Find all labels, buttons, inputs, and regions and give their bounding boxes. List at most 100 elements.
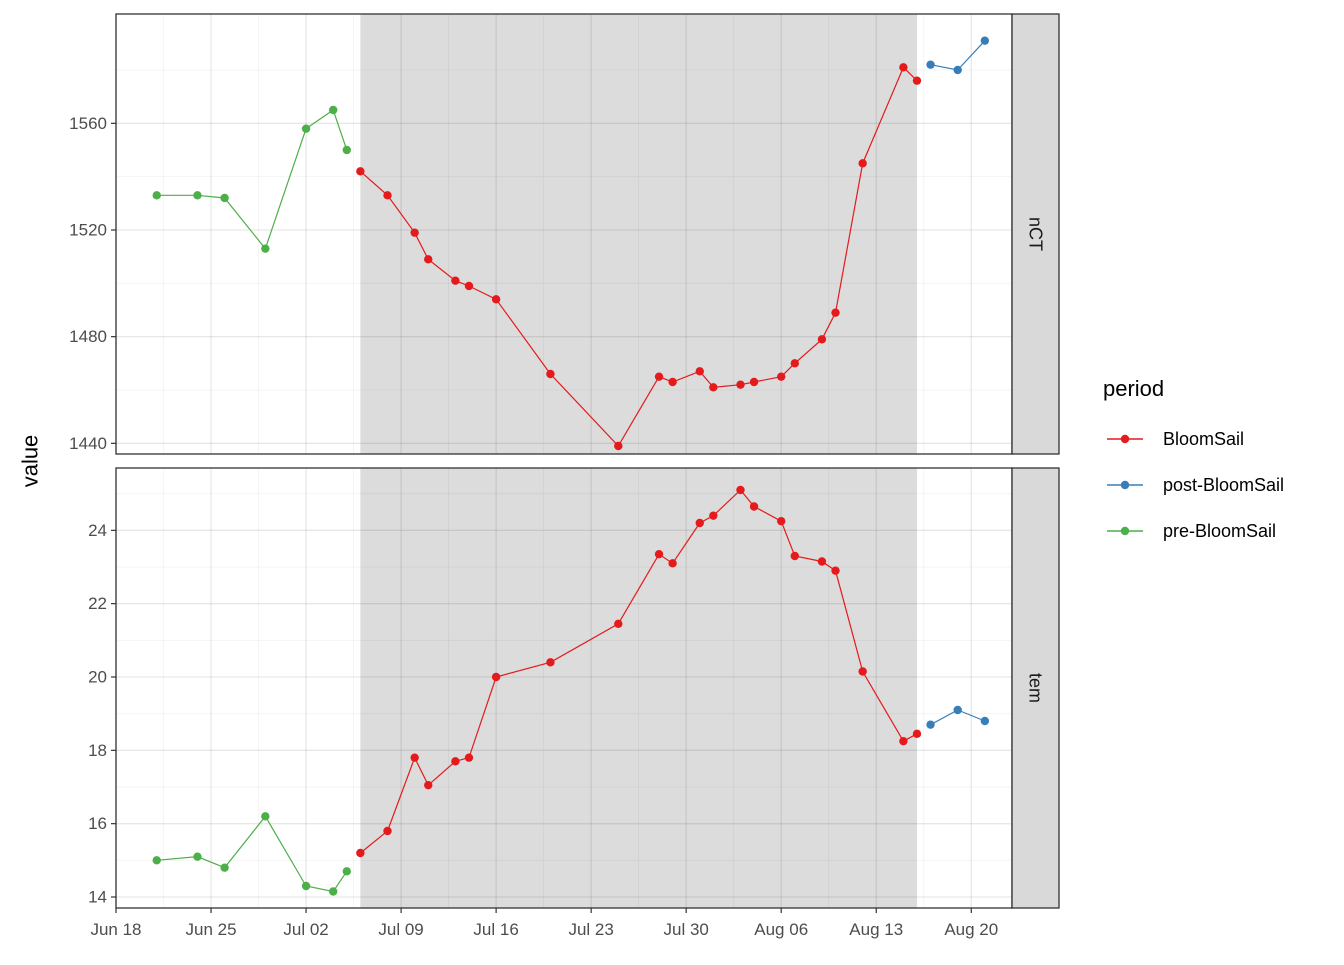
legend-entry-BloomSail: BloomSail: [1163, 429, 1244, 449]
data-point-BloomSail: [912, 729, 922, 739]
data-point-BloomSail: [817, 335, 827, 344]
x-tick-label: Jul 16: [473, 920, 518, 939]
data-point-BloomSail: [695, 518, 704, 528]
y-axis-title: value: [18, 435, 43, 488]
data-point-BloomSail: [546, 658, 555, 667]
shaded-region: [360, 14, 917, 454]
data-point-pre-BloomSail: [329, 105, 338, 115]
data-point-BloomSail: [709, 383, 718, 392]
y-tick-label: 1480: [69, 327, 107, 346]
data-point-pre-BloomSail: [193, 852, 202, 861]
shaded-region: [360, 468, 917, 908]
x-tick-label: Aug 13: [849, 920, 903, 939]
data-point-BloomSail: [736, 380, 745, 389]
legend-entry-post-BloomSail: post-BloomSail: [1163, 475, 1284, 495]
series-line-BloomSail: [359, 489, 918, 854]
y-tick-label: 18: [88, 741, 107, 760]
data-point-BloomSail: [383, 191, 392, 200]
data-point-pre-BloomSail: [342, 145, 351, 155]
legend-key-point: [1120, 434, 1130, 444]
y-tick-label: 16: [88, 814, 107, 833]
facet-strip-label: nCT: [1026, 217, 1046, 251]
panel-nCT: nCT 1440 1480 1520 1560: [69, 13, 1060, 455]
x-tick-label: Aug 20: [944, 920, 998, 939]
legend: period BloomSail post-BloomSail pre-BloomSa…: [1103, 376, 1284, 541]
data-point-BloomSail: [424, 780, 433, 790]
data-point-BloomSail: [709, 511, 718, 520]
data-point-post-BloomSail: [926, 60, 935, 69]
data-point-BloomSail: [356, 848, 365, 858]
data-point-post-BloomSail: [980, 36, 990, 45]
series-line-BloomSail: [359, 66, 918, 447]
data-point-BloomSail: [790, 359, 799, 368]
data-point-pre-BloomSail: [152, 856, 161, 865]
data-point-BloomSail: [491, 672, 501, 682]
facet-strip: [1011, 13, 1060, 455]
data-point-pre-BloomSail: [329, 887, 338, 896]
data-point-BloomSail: [858, 667, 867, 676]
data-point-BloomSail: [749, 377, 759, 387]
data-point-BloomSail: [899, 63, 908, 72]
data-point-BloomSail: [831, 308, 840, 317]
data-point-BloomSail: [831, 566, 840, 575]
data-point-BloomSail: [899, 736, 908, 746]
y-tick-label: 24: [88, 521, 107, 540]
data-point-BloomSail: [654, 549, 664, 559]
data-point-pre-BloomSail: [220, 193, 229, 203]
y-tick-label: 1560: [69, 114, 107, 133]
data-point-BloomSail: [410, 228, 419, 237]
data-point-pre-BloomSail: [261, 244, 270, 253]
data-point-BloomSail: [546, 369, 555, 379]
data-point-BloomSail: [491, 295, 501, 304]
data-point-BloomSail: [817, 557, 827, 566]
data-point-pre-BloomSail: [193, 191, 202, 200]
y-tick-label: 22: [88, 594, 107, 613]
legend-entry-pre-BloomSail: pre-BloomSail: [1163, 521, 1276, 541]
data-point-BloomSail: [777, 516, 786, 526]
data-point-pre-BloomSail: [152, 191, 161, 200]
data-point-BloomSail: [410, 753, 419, 762]
data-point-BloomSail: [749, 502, 759, 511]
x-tick-label: Jun 18: [90, 920, 141, 939]
y-tick-label: 1440: [69, 434, 107, 453]
data-point-BloomSail: [424, 255, 433, 264]
data-point-BloomSail: [736, 485, 745, 495]
facet-strip-label: tem: [1026, 673, 1046, 703]
legend-title: period: [1103, 376, 1164, 401]
data-point-pre-BloomSail: [220, 863, 229, 872]
data-point-BloomSail: [777, 372, 786, 381]
data-point-BloomSail: [858, 159, 867, 168]
x-tick-label: Jul 09: [378, 920, 423, 939]
data-point-BloomSail: [451, 276, 460, 285]
data-point-post-BloomSail: [953, 65, 962, 75]
data-point-BloomSail: [654, 372, 664, 381]
data-point-BloomSail: [668, 377, 677, 387]
data-point-BloomSail: [464, 281, 474, 291]
x-tick-label: Aug 06: [754, 920, 808, 939]
data-point-BloomSail: [614, 441, 623, 451]
data-point-BloomSail: [383, 826, 392, 836]
data-point-BloomSail: [464, 753, 474, 762]
data-point-BloomSail: [451, 757, 460, 766]
data-point-pre-BloomSail: [342, 867, 351, 876]
x-tick-label: Jul 30: [663, 920, 708, 939]
x-tick-label: Jun 25: [186, 920, 237, 939]
data-point-BloomSail: [614, 619, 623, 629]
data-point-pre-BloomSail: [261, 812, 270, 821]
legend-key-point: [1120, 526, 1130, 536]
x-tick-label: Jul 02: [283, 920, 328, 939]
data-point-post-BloomSail: [926, 720, 935, 729]
y-tick-label: 1520: [69, 221, 107, 240]
y-tick-label: 20: [88, 668, 107, 687]
data-point-pre-BloomSail: [301, 124, 311, 133]
data-point-post-BloomSail: [953, 705, 962, 715]
y-tick-label: 14: [88, 888, 107, 907]
data-point-post-BloomSail: [980, 716, 990, 726]
data-point-pre-BloomSail: [301, 881, 311, 891]
data-point-BloomSail: [668, 559, 677, 568]
legend-key-point: [1120, 480, 1130, 490]
facet-strip: [1011, 467, 1060, 909]
data-point-BloomSail: [912, 76, 922, 85]
panel-tem: tem 14 16 18 20 22 24: [88, 467, 1060, 909]
